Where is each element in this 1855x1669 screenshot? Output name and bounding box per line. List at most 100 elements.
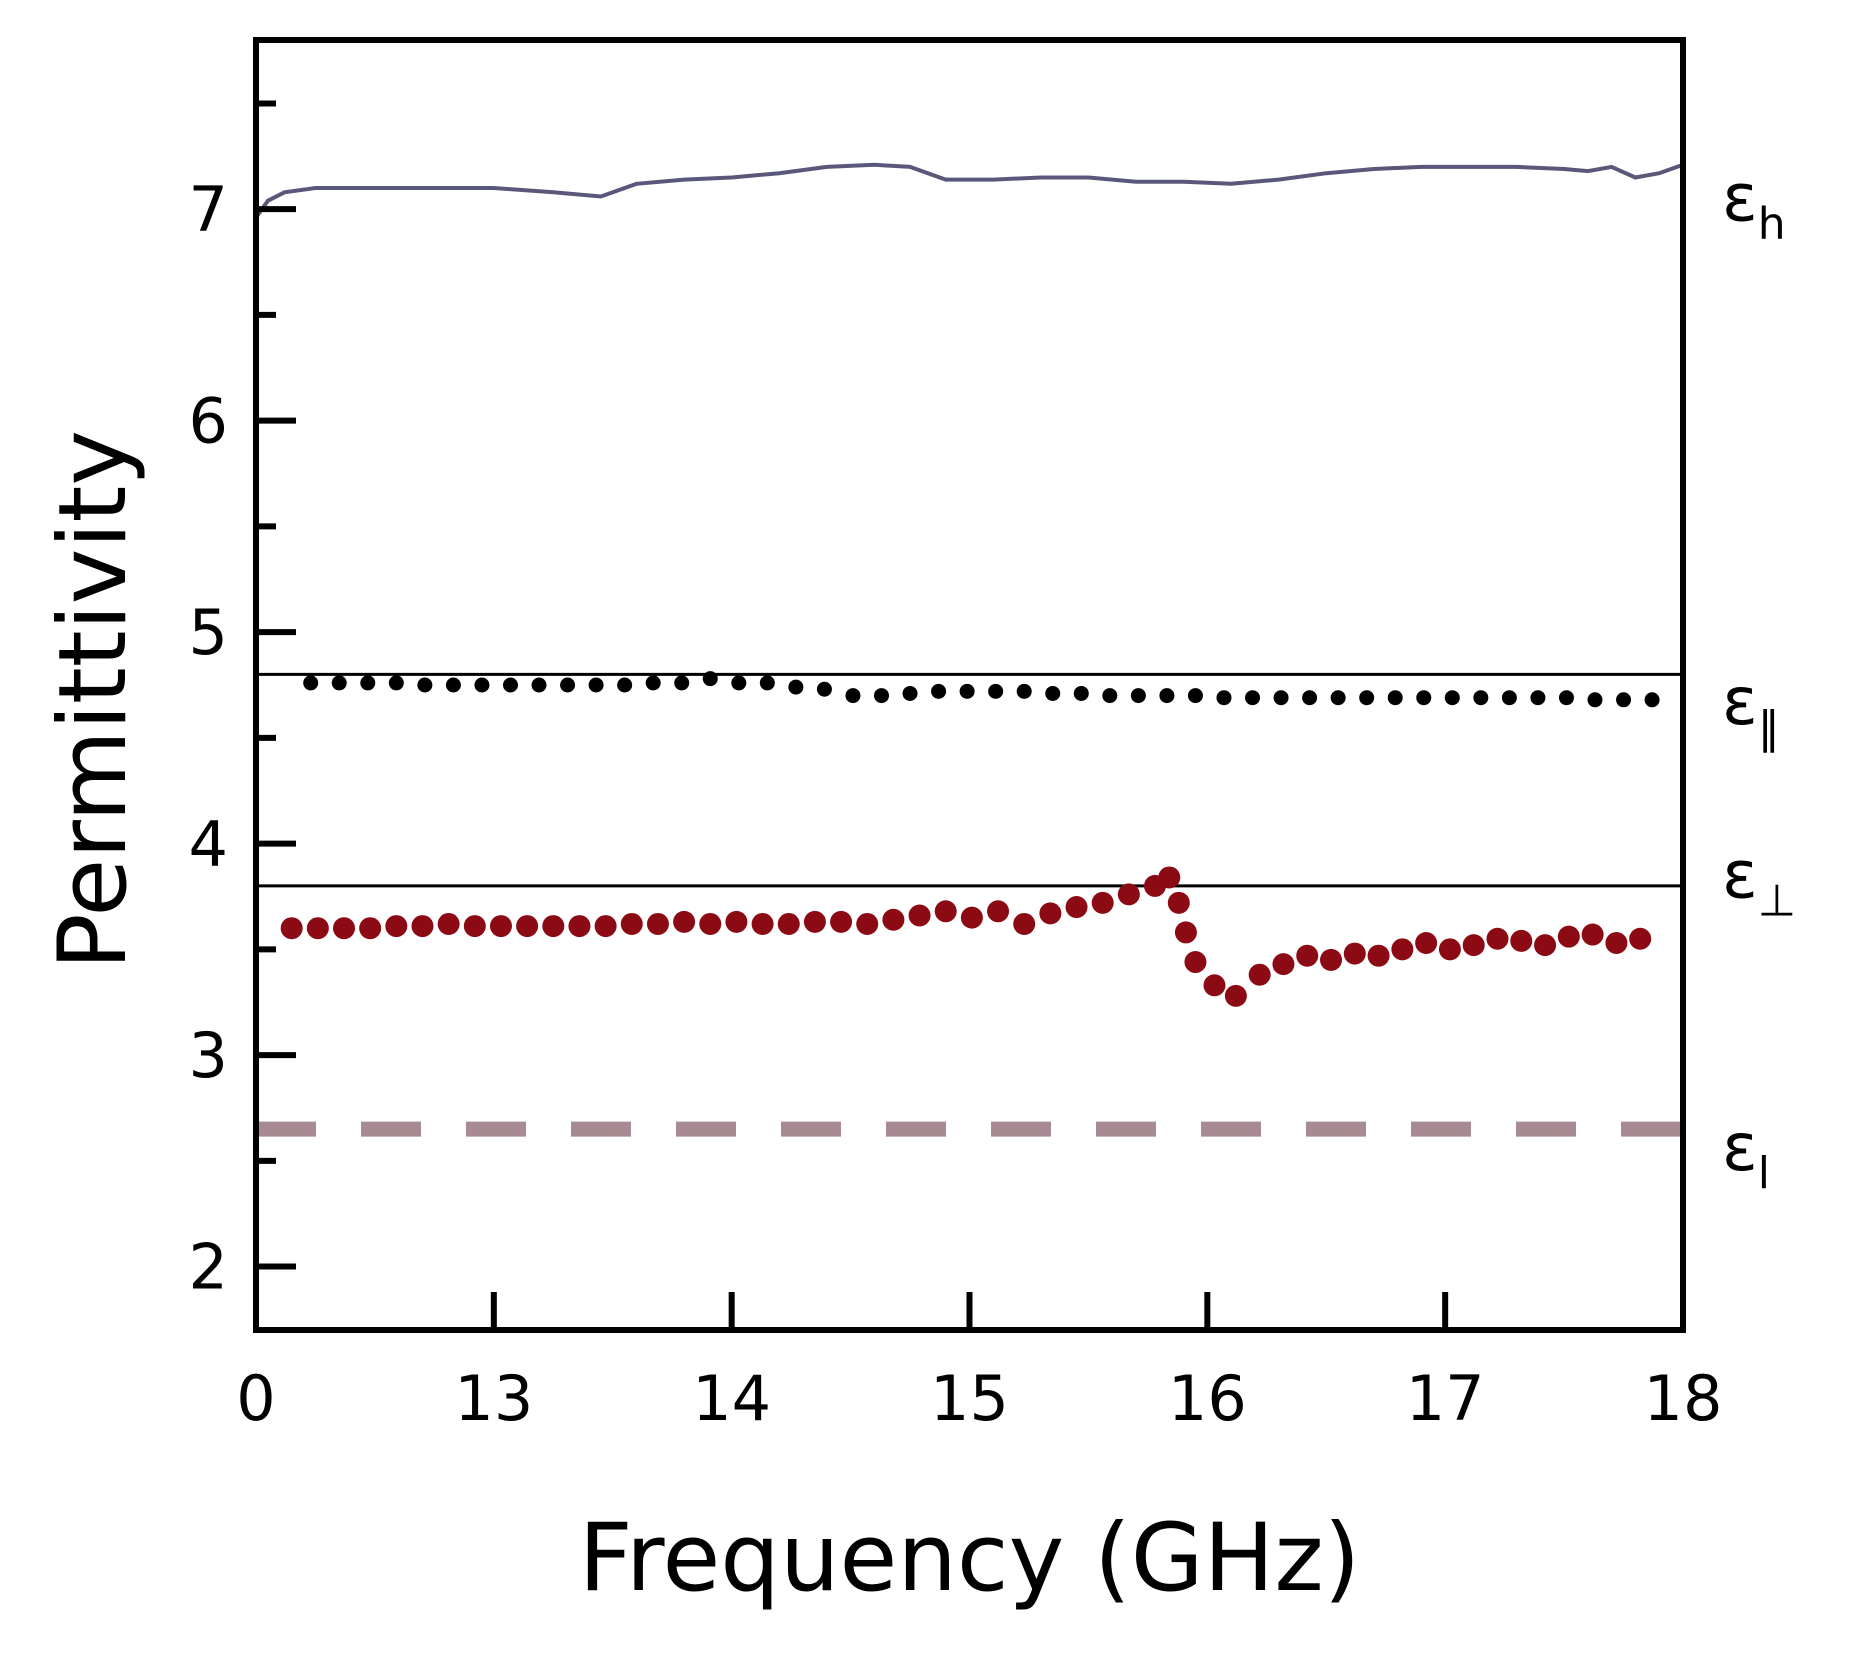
eps-l-label: εl [1722,1109,1770,1199]
x-axis-ticks: 0 13 14 15 16 17 18 [236,1292,1722,1435]
eps-perp-point [777,912,800,935]
eps-par-point [1216,690,1232,706]
eps-perp-point [1224,984,1247,1007]
eps-par-point [360,675,376,691]
eps-perp-point [306,917,329,940]
eps-perp-point [882,908,905,931]
eps-par-point [1530,690,1546,706]
eps-perp-point [699,912,722,935]
eps-perp-point [803,910,826,933]
eps-perp-point [1184,951,1207,974]
eps-perp-point [830,910,853,933]
eps-par-point [1302,690,1318,706]
eps-perp-point [1158,866,1181,889]
eps-perp-point [1091,891,1114,914]
eps-perp-point [489,915,512,938]
eps-par-point [731,675,747,691]
eps-perp-point [1296,944,1319,967]
eps-par-label: ε‖ [1722,663,1780,753]
eps-par-label-subscript: ‖ [1758,702,1780,753]
x-tick-label: 13 [454,1362,533,1435]
eps-perp-point [516,915,539,938]
eps-perp-point [1534,934,1557,957]
eps-l-label-subscript: l [1758,1148,1770,1199]
eps-par-point [1501,690,1517,706]
eps-par-point [474,677,490,693]
eps-par-point [417,677,433,693]
series-labels: εh ε‖ ε⊥ εl [1722,160,1796,1200]
eps-h-label-subscript: h [1758,199,1786,250]
eps-par-point [560,677,576,693]
eps-h-label: εh [1722,160,1786,250]
eps-perp-point [856,912,879,935]
eps-perp-point [1605,932,1628,954]
eps-perp-point [1438,938,1461,961]
y-tick-label: 4 [189,808,228,881]
eps-par-point [1130,688,1146,704]
plot-marks [254,162,1684,1137]
eps-perp-point [1174,921,1197,944]
eps-par-point [1330,690,1346,706]
eps-par-point [816,681,832,697]
eps-perp-point [1391,938,1414,961]
eps-perp-point [1167,891,1190,914]
eps-perp-label-subscript: ⊥ [1758,875,1796,926]
eps-perp-point [1581,923,1604,946]
eps-par-point [303,675,319,691]
eps-par-point [1159,688,1175,704]
eps-par-point [674,675,690,691]
y-tick-label: 2 [189,1231,228,1304]
y-tick-label: 7 [189,173,228,246]
eps-par-point [1473,690,1489,706]
eps-par-point [902,685,918,701]
eps-par-point [788,679,804,695]
eps-par-point [617,677,633,693]
x-tick-label: 17 [1406,1362,1485,1435]
eps-par-point [1644,692,1660,708]
eps-par-point [874,688,890,704]
eps-perp-point [542,915,565,938]
eps-par-point [1387,690,1403,706]
x-tick-label: 15 [930,1362,1009,1435]
y-axis-ticks: 2 3 4 5 6 7 [189,100,296,1304]
eps-par-point [1587,692,1603,708]
eps-par-point [1245,690,1261,706]
eps-par-point [845,688,861,704]
eps-par-point [988,683,1004,699]
y-tick-label: 6 [189,385,228,458]
eps-perp-point [673,910,696,933]
eps-perp-point [751,912,774,935]
eps-perp-point [1203,974,1226,997]
eps-par-point [1187,688,1203,704]
eps-perp-point [987,900,1010,923]
eps-par-point [588,677,604,693]
eps-par-point [331,675,347,691]
x-tick-label: 0 [236,1362,275,1435]
eps-perp-point [359,917,382,940]
eps-perp-point [1462,934,1485,957]
eps-par-point [1359,690,1375,706]
eps-par-point [1273,690,1289,706]
eps-par-point [1016,683,1032,699]
eps-perp-point [463,915,486,938]
eps-h-series-line [254,162,1684,219]
eps-perp-point [1367,944,1390,967]
eps-par-point [1416,690,1432,706]
x-axis-label: Frequency (GHz) [579,1504,1361,1613]
eps-par-point [931,683,947,699]
y-tick-label: 5 [189,596,228,669]
eps-par-point [502,677,518,693]
eps-par-point [1444,690,1460,706]
eps-perp-point [1557,925,1580,948]
x-tick-label: 18 [1644,1362,1723,1435]
eps-perp-point [1065,896,1088,919]
eps-par-point [702,671,718,687]
eps-perp-point [1248,963,1271,986]
eps-perp-point [908,904,931,927]
eps-perp-point [385,915,408,938]
y-axis-label: Permittivity [39,430,148,970]
eps-perp-point [1039,902,1062,925]
eps-par-point [645,675,661,691]
eps-perp-point [620,912,643,935]
